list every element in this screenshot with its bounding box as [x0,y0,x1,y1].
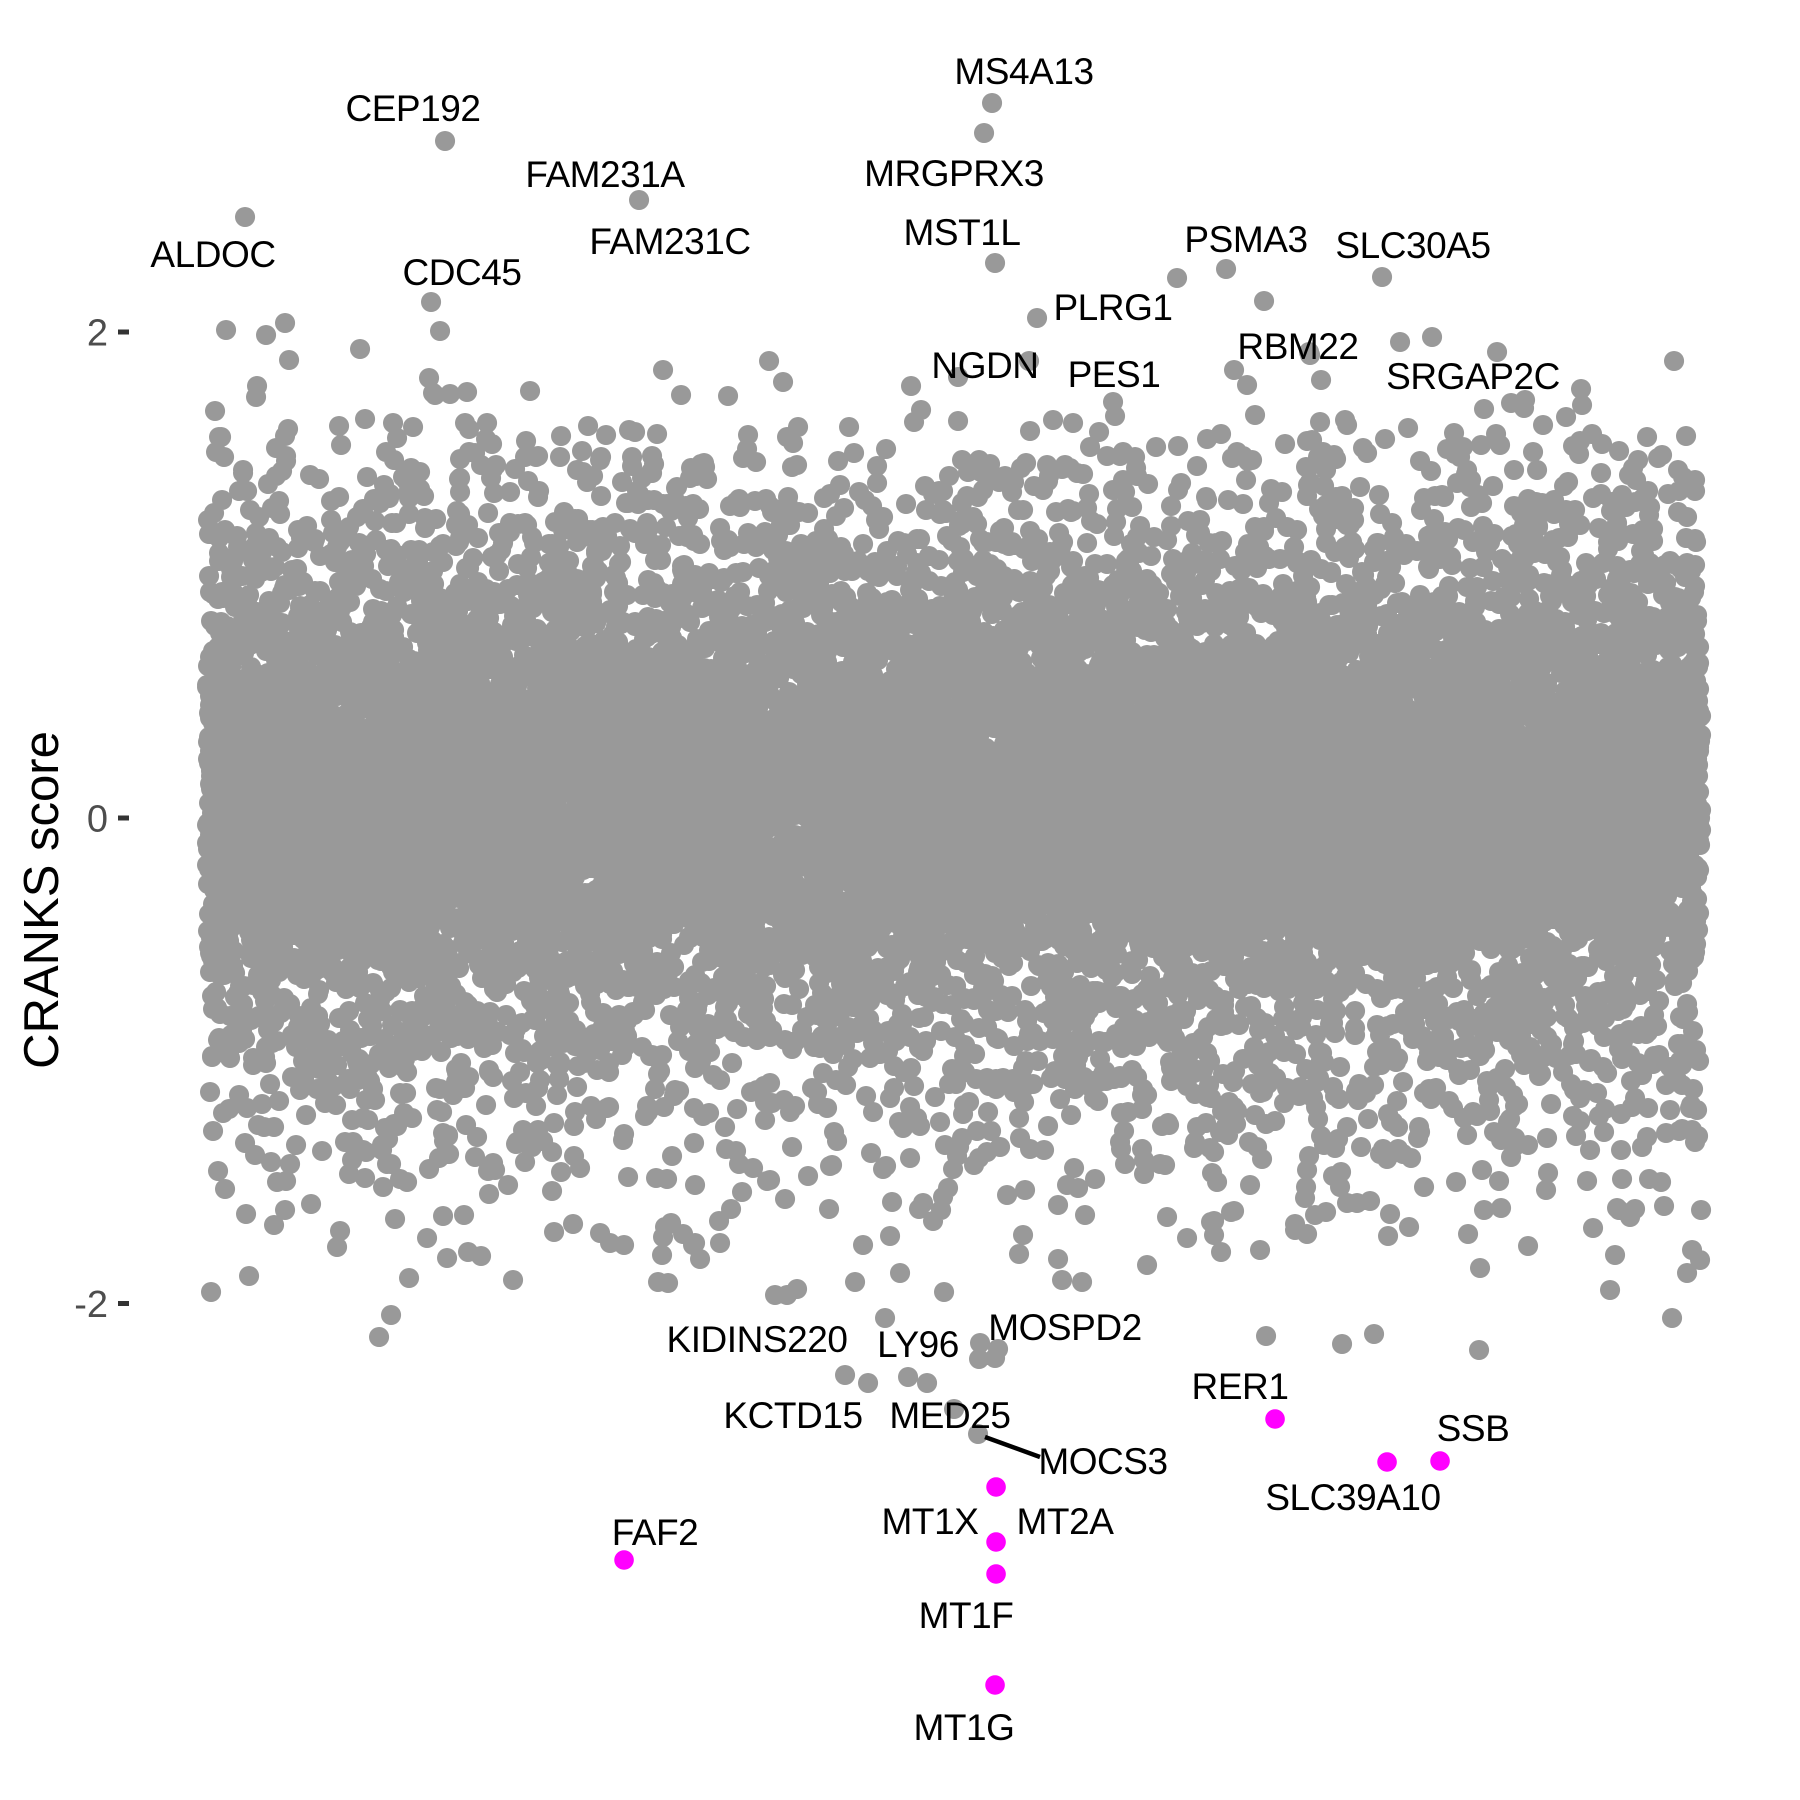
svg-text:RER1: RER1 [1192,1366,1289,1407]
svg-text:PLRG1: PLRG1 [1053,287,1172,328]
svg-text:MST1L: MST1L [903,212,1020,253]
svg-text:-2: -2 [74,1284,108,1326]
svg-text:MRGPRX3: MRGPRX3 [864,153,1044,194]
svg-text:PSMA3: PSMA3 [1184,219,1307,260]
svg-text:FAM231C: FAM231C [589,221,750,262]
svg-text:MED25: MED25 [889,1395,1010,1436]
svg-text:2: 2 [87,313,108,355]
svg-text:CDC45: CDC45 [402,252,521,293]
svg-text:CEP192: CEP192 [345,88,480,129]
svg-text:MT2A: MT2A [1017,1501,1115,1542]
svg-text:MT1F: MT1F [919,1595,1014,1636]
svg-text:NGDN: NGDN [931,345,1038,386]
svg-text:MT1X: MT1X [882,1501,979,1542]
svg-text:FAM231A: FAM231A [525,154,685,195]
svg-text:MT1G: MT1G [914,1707,1015,1748]
svg-text:SLC30A5: SLC30A5 [1335,225,1490,266]
svg-text:CRANKS score: CRANKS score [15,731,69,1069]
svg-text:MOCS3: MOCS3 [1038,1441,1167,1482]
svg-text:SRGAP2C: SRGAP2C [1386,356,1560,397]
svg-text:MS4A13: MS4A13 [954,51,1093,92]
svg-text:MOSPD2: MOSPD2 [988,1307,1142,1348]
svg-text:RBM22: RBM22 [1237,326,1358,367]
svg-text:ALDOC: ALDOC [150,234,275,275]
svg-text:0: 0 [87,799,108,841]
svg-text:FAF2: FAF2 [612,1512,699,1553]
svg-text:LY96: LY96 [877,1324,959,1365]
svg-text:SLC39A10: SLC39A10 [1265,1477,1440,1518]
svg-text:KIDINS220: KIDINS220 [666,1319,847,1360]
svg-text:KCTD15: KCTD15 [723,1395,862,1436]
svg-text:PES1: PES1 [1068,354,1161,395]
svg-text:SSB: SSB [1437,1408,1510,1449]
